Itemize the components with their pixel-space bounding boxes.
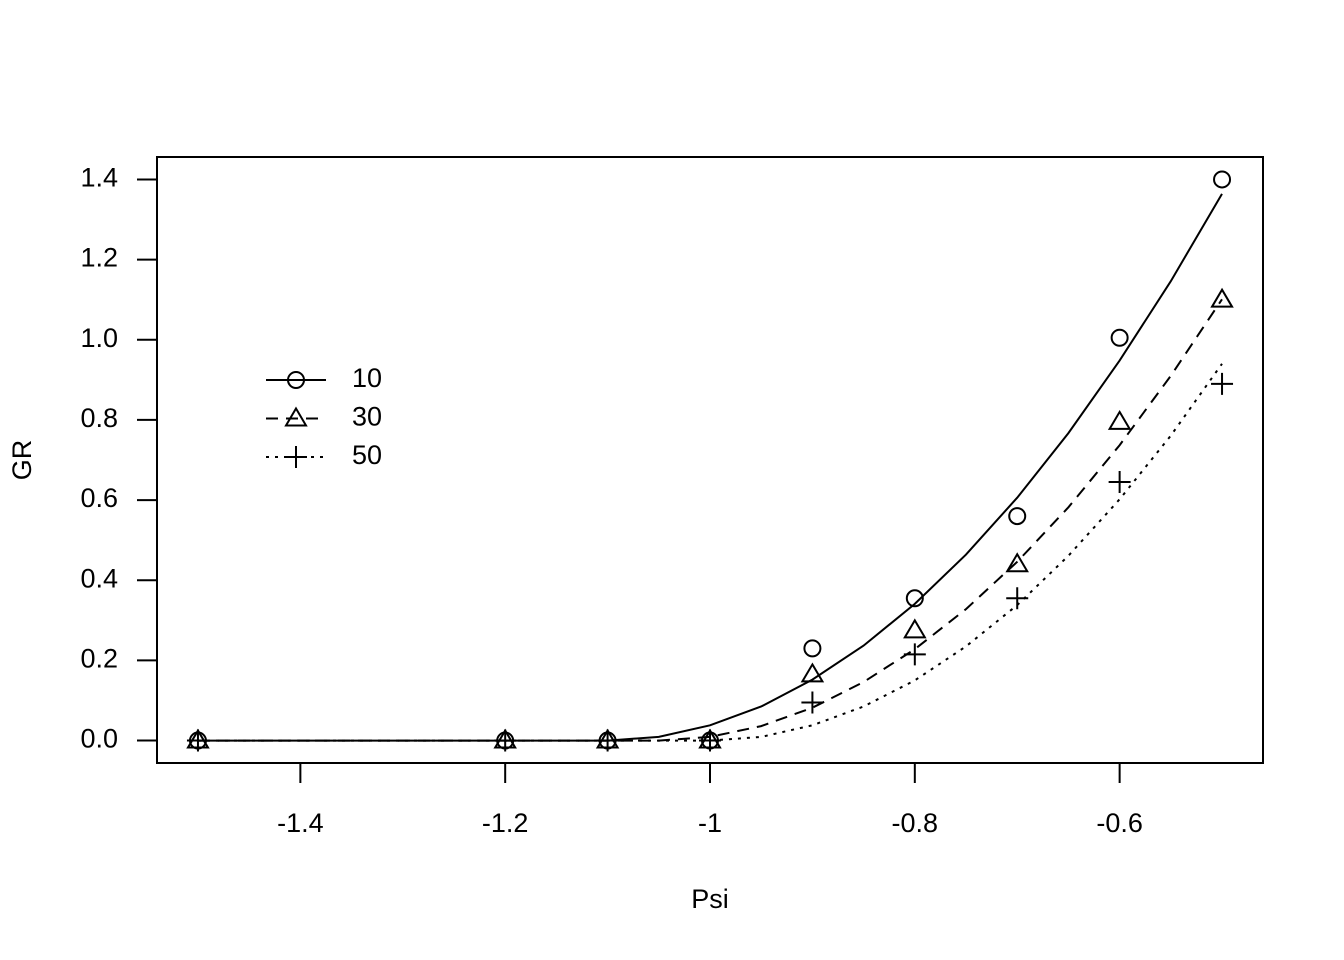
y-tick-label: 0.8 <box>80 403 118 433</box>
point <box>1110 328 1129 347</box>
x-tick-label: -1 <box>698 808 722 838</box>
point <box>903 618 927 639</box>
point <box>801 691 824 714</box>
point <box>1108 471 1131 494</box>
x-tick-label: -1.4 <box>277 808 324 838</box>
legend-label: 50 <box>352 440 382 470</box>
point <box>494 729 517 752</box>
point <box>903 643 926 666</box>
point <box>1006 587 1029 610</box>
point <box>1008 507 1027 526</box>
y-tick-label: 0.6 <box>80 483 118 513</box>
x-tick-label: -1.2 <box>482 808 529 838</box>
point <box>1213 170 1232 189</box>
point <box>1210 287 1234 308</box>
point <box>699 729 721 752</box>
y-axis-label: GR <box>7 440 37 481</box>
y-tick-label: 1.4 <box>80 163 118 193</box>
legend-label: 30 <box>352 402 382 432</box>
y-tick-label: 1.0 <box>80 323 118 353</box>
point <box>800 662 825 683</box>
fit-curve <box>198 363 1223 742</box>
legend-label: 10 <box>352 363 382 393</box>
point <box>596 729 619 752</box>
x-tick-label: -0.8 <box>892 808 939 838</box>
legend-marker <box>285 446 307 468</box>
plot-box <box>156 156 1264 764</box>
y-tick-label: 0.4 <box>80 563 118 593</box>
x-tick-label: -0.6 <box>1096 808 1143 838</box>
x-axis-label: Psi <box>691 884 729 914</box>
legend-marker <box>287 371 305 389</box>
point <box>1005 552 1029 573</box>
y-tick-label: 0.2 <box>80 644 118 674</box>
point <box>1107 409 1132 430</box>
point <box>1211 372 1234 395</box>
fit-curve <box>198 298 1223 742</box>
point <box>803 639 822 658</box>
point <box>186 729 209 752</box>
y-tick-label: 0.0 <box>80 724 118 754</box>
legend-marker <box>284 406 308 427</box>
point <box>905 589 924 608</box>
y-tick-label: 1.2 <box>80 243 118 273</box>
